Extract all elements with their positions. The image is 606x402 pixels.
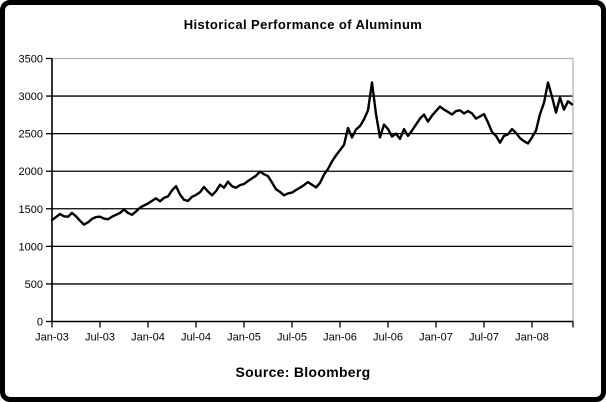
y-tick-label: 3000 [19,91,43,103]
x-tick-label: Jan-07 [419,332,453,344]
x-tick-label: Jan-06 [323,332,357,344]
x-tick-label: Jul-05 [277,332,307,344]
x-tick-label: Jul-06 [373,332,403,344]
x-tick-label: Jul-03 [85,332,115,344]
aluminum-price-line [50,81,574,226]
y-tick-label: 2500 [19,129,43,141]
chart-svg: 0 500 1000 1500 2000 2500 3000 3500 Jan-03 Jul-03… [19,54,574,344]
y-tick-label: 500 [25,279,43,291]
x-tick-label: Jul-07 [469,332,499,344]
x-tick-label: Jan-08 [515,332,549,344]
x-tick-label: Jul-04 [181,332,211,344]
source-caption: Source: Bloomberg [235,364,371,380]
chart-title: Historical Performance of Aluminum [183,17,423,32]
x-tick-label: Jan-05 [227,332,261,344]
y-tick-label: 0 [37,317,43,329]
y-tick-label: 1500 [19,204,43,216]
y-tick-label: 1000 [19,241,43,253]
y-tick-label: 2000 [19,166,43,178]
x-tick-label: Jan-04 [131,332,165,344]
y-tick-label: 3500 [19,54,43,66]
x-tick-label: Jan-03 [35,332,69,344]
